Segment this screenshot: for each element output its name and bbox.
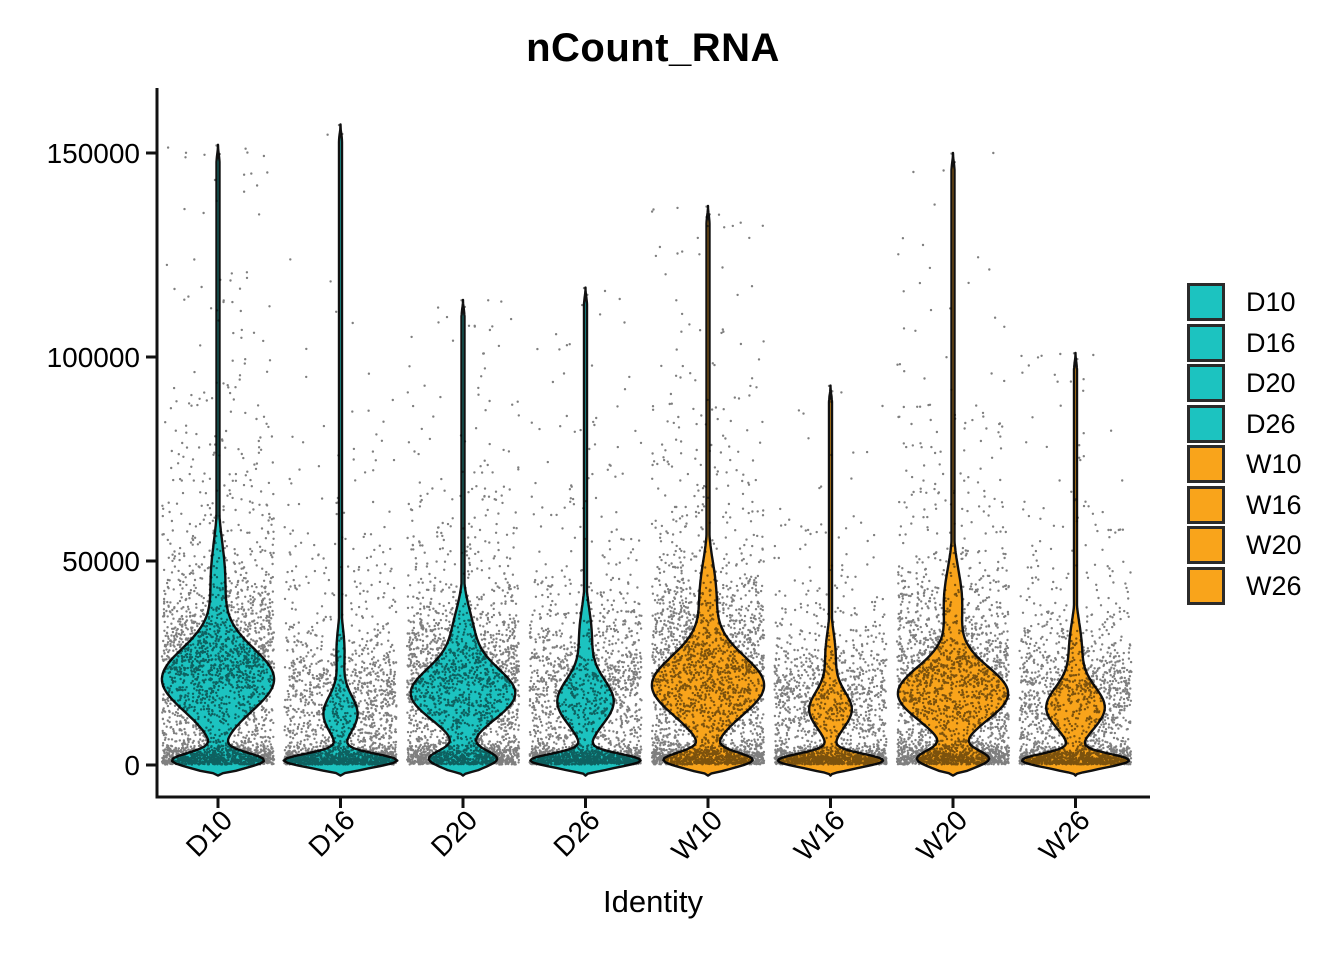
points-W16	[773, 384, 888, 766]
y-tick-label: 150000	[47, 138, 140, 169]
y-tick-label: 0	[124, 750, 140, 781]
x-tick-label: D10	[180, 804, 238, 862]
violin-D10	[160, 143, 276, 777]
violin-W26	[1021, 351, 1130, 777]
legend-label: W16	[1246, 489, 1302, 520]
violin-W20	[896, 151, 1010, 777]
legend-item-w10: W10	[1187, 445, 1302, 483]
x-tick-label: W20	[911, 804, 974, 867]
x-tick-label: D20	[425, 804, 483, 862]
x-axis-title: Identity	[603, 884, 703, 919]
points-D20	[405, 299, 521, 766]
legend-item-w26: W26	[1187, 566, 1302, 605]
legend-item-d26: D26	[1187, 404, 1302, 443]
points-D10	[160, 144, 276, 766]
legend-swatch-w20	[1187, 526, 1225, 564]
legend-swatch-w26	[1187, 566, 1225, 605]
x-tick-label: W16	[788, 804, 851, 867]
legend-label: D20	[1246, 368, 1296, 398]
x-tick-label: D26	[547, 804, 605, 862]
points-D16	[283, 123, 398, 766]
legend-swatch-d10	[1187, 283, 1225, 321]
points-D26	[528, 286, 643, 766]
legend-label: D26	[1246, 408, 1296, 439]
points-W10	[650, 205, 766, 766]
violin-D16	[282, 123, 399, 777]
legend-label: W26	[1246, 570, 1302, 601]
y-tick-label: 50000	[62, 546, 140, 577]
points-W26	[1018, 352, 1133, 766]
x-tick-label: D16	[302, 804, 360, 862]
legend-item-w20: W20	[1187, 526, 1302, 564]
violin-D20	[409, 298, 517, 777]
points-W20	[895, 151, 1011, 766]
legend-swatch-w16	[1187, 485, 1225, 524]
legend-label: W20	[1246, 530, 1302, 560]
legend-label: D10	[1246, 287, 1296, 317]
legend-label: W10	[1246, 449, 1302, 479]
legend-swatch-d20	[1187, 364, 1225, 402]
legend-item-d20: D20	[1187, 364, 1302, 402]
violin-W16	[776, 384, 885, 777]
chart-title: nCount_RNA	[526, 26, 780, 70]
violin-W10	[650, 204, 766, 777]
legend-item-d16: D16	[1187, 323, 1302, 362]
legend-swatch-w10	[1187, 445, 1225, 483]
legend-label: D16	[1246, 327, 1296, 358]
x-tick-label: W10	[666, 804, 729, 867]
legend-item-w16: W16	[1187, 485, 1302, 524]
legend-item-d10: D10	[1187, 283, 1302, 321]
legend-swatch-d16	[1187, 323, 1225, 362]
legend-swatch-d26	[1187, 404, 1225, 443]
legend: D10 D16 D20 D26 W10 W16 W20 W26	[1187, 283, 1302, 605]
y-tick-label: 100000	[47, 342, 140, 373]
x-tick-label: W26	[1033, 804, 1096, 867]
